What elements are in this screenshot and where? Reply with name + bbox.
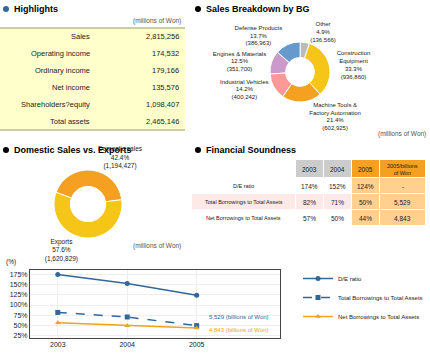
- svg-text:152%: 152%: [329, 183, 346, 190]
- svg-text:174%: 174%: [301, 183, 318, 190]
- svg-text:Ordinary income: Ordinary income: [35, 66, 90, 75]
- svg-text:Sales: Sales: [71, 32, 90, 41]
- svg-text:(millions of Won): (millions of Won): [133, 242, 181, 250]
- svg-text:D/E ratio: D/E ratio: [338, 276, 362, 282]
- svg-text:2003: 2003: [50, 341, 66, 348]
- svg-text:Operating income: Operating income: [31, 49, 90, 58]
- svg-text:Financial Soundness: Financial Soundness: [206, 145, 296, 155]
- svg-text:50%: 50%: [14, 322, 28, 329]
- svg-text:Net Borrowings to Total Assets: Net Borrowings to Total Assets: [206, 215, 281, 221]
- svg-text:174,532: 174,532: [152, 49, 179, 58]
- svg-text:25%: 25%: [14, 332, 28, 339]
- svg-text:57%: 57%: [303, 215, 316, 222]
- svg-text:2005: 2005: [189, 341, 205, 348]
- svg-text:5,529 (billions of Won): 5,529 (billions of Won): [209, 314, 269, 320]
- svg-text:44%: 44%: [359, 215, 372, 222]
- svg-text:71%: 71%: [331, 199, 344, 206]
- svg-text:2005: 2005: [358, 166, 373, 173]
- svg-text:125%: 125%: [10, 291, 28, 298]
- svg-text:Domestic Sales vs. Exports: Domestic Sales vs. Exports: [14, 145, 132, 155]
- svg-text:(millions of Won): (millions of Won): [378, 130, 426, 138]
- svg-text:124%: 124%: [357, 183, 374, 190]
- svg-text:2005/billionsof Won: 2005/billionsof Won: [387, 163, 418, 176]
- svg-text:(%): (%): [6, 258, 16, 266]
- svg-text:2004: 2004: [330, 166, 345, 173]
- svg-text:175%: 175%: [10, 271, 28, 278]
- svg-text:82%: 82%: [303, 199, 316, 206]
- svg-text:Domestic sales42.4%(1,194,427): Domestic sales42.4%(1,194,427): [98, 145, 143, 170]
- svg-text:2003: 2003: [302, 166, 317, 173]
- svg-text:(millions of Won): (millions of Won): [133, 17, 181, 25]
- svg-text:Exports57.6%(1,620,829): Exports57.6%(1,620,829): [45, 238, 78, 263]
- svg-text:150%: 150%: [10, 281, 28, 288]
- svg-text:2004: 2004: [119, 341, 135, 348]
- svg-text:5,529: 5,529: [394, 199, 411, 206]
- svg-text:Machine Tools &Factory Automat: Machine Tools &Factory Automation21.4%(6…: [309, 102, 361, 131]
- svg-text:Industrial Vehicles14.2%(400,2: Industrial Vehicles14.2%(400,242): [220, 79, 268, 101]
- svg-text:Total Borrowings to Total Asse: Total Borrowings to Total Assets: [338, 295, 423, 301]
- svg-text:Sales Breakdown by BG: Sales Breakdown by BG: [206, 4, 310, 14]
- svg-text:D/E ratio: D/E ratio: [233, 183, 254, 189]
- svg-text:135,576: 135,576: [152, 83, 179, 92]
- svg-text:1,098,407: 1,098,407: [146, 100, 179, 109]
- svg-text:-: -: [402, 183, 404, 190]
- svg-text:Highlights: Highlights: [14, 4, 58, 14]
- svg-text:50%: 50%: [331, 215, 344, 222]
- svg-text:2,815,256: 2,815,256: [146, 32, 179, 41]
- svg-text:ConstructionEquipment33.3%(936: ConstructionEquipment33.3%(936,860): [337, 50, 371, 79]
- svg-text:Net income: Net income: [52, 83, 90, 92]
- svg-text:Total Borrowings to Total Asse: Total Borrowings to Total Assets: [205, 199, 283, 205]
- svg-text:4,843 (billions of Won): 4,843 (billions of Won): [209, 327, 269, 333]
- svg-text:Total assets: Total assets: [50, 117, 90, 126]
- svg-text:Other4.9%(136,566): Other4.9%(136,566): [310, 21, 336, 43]
- svg-text:179,166: 179,166: [152, 66, 179, 75]
- svg-text:Engines & Materials12.5%(351,7: Engines & Materials12.5%(351,700): [213, 51, 266, 73]
- svg-text:Net Borrowings to Total Assets: Net Borrowings to Total Assets: [338, 314, 419, 320]
- svg-text:2,465,146: 2,465,146: [146, 117, 179, 126]
- svg-text:Shareholders?equity: Shareholders?equity: [21, 100, 90, 109]
- svg-text:Defense Products13.7%(386,963): Defense Products13.7%(386,963): [235, 25, 283, 47]
- svg-text:75%: 75%: [14, 312, 28, 319]
- svg-text:4,843: 4,843: [394, 215, 411, 222]
- svg-text:100%: 100%: [10, 301, 28, 308]
- svg-text:50%: 50%: [359, 199, 372, 206]
